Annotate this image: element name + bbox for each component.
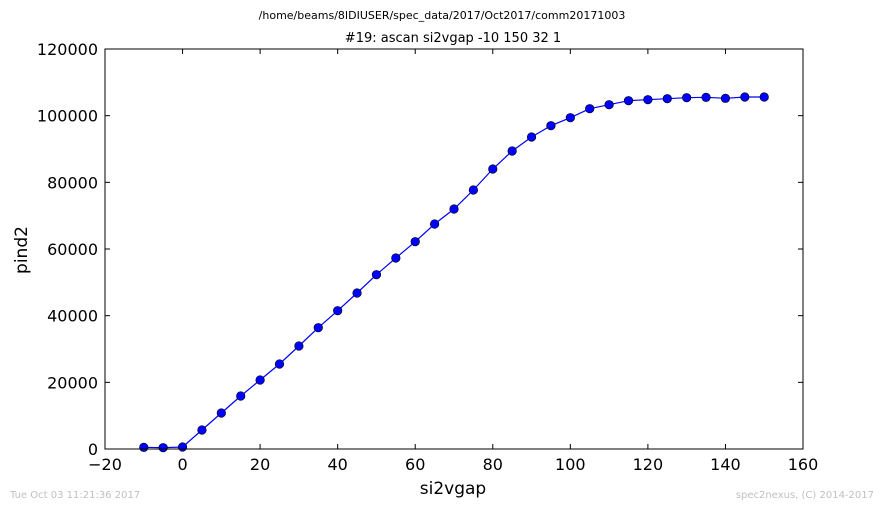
y-axis: 0 20000 40000 60000 80000 100000 120000 — [37, 40, 803, 459]
chart-title: #19: ascan si2vgap -10 150 32 1 — [345, 31, 561, 46]
data-point — [623, 96, 634, 106]
file-path-text: /home/beams/8IDIUSER/spec_data/2017/Oct2… — [259, 9, 626, 22]
data-point — [430, 219, 440, 229]
data-point — [740, 92, 750, 102]
x-tick-label: 60 — [405, 455, 425, 474]
series-layer — [139, 92, 769, 453]
y-tick-label: 20000 — [47, 373, 98, 392]
data-point — [177, 442, 188, 452]
data-point — [507, 146, 517, 156]
x-tick-label: 100 — [555, 455, 586, 474]
data-point — [546, 121, 556, 131]
data-point — [720, 93, 731, 103]
data-point — [682, 93, 692, 103]
timestamp-text: Tue Oct 03 11:21:36 2017 — [9, 490, 140, 501]
data-point — [216, 408, 226, 418]
data-point — [526, 132, 537, 142]
data-point — [410, 237, 420, 247]
y-tick-label: 120000 — [37, 40, 98, 59]
data-point — [313, 323, 323, 333]
data-point — [468, 185, 478, 195]
y-tick-label: 60000 — [47, 240, 98, 259]
data-point — [352, 288, 362, 298]
x-tick-label: 120 — [633, 455, 664, 474]
data-point — [759, 92, 769, 102]
data-point — [139, 442, 149, 452]
data-point — [255, 375, 265, 385]
y-tick-label: 100000 — [37, 107, 98, 126]
x-tick-label: 40 — [327, 455, 347, 474]
plot-area — [105, 49, 803, 449]
data-point — [585, 104, 595, 114]
data-point — [391, 253, 401, 263]
x-axis: −20 0 20 40 60 80 100 120 140 160 — [88, 49, 818, 474]
credit-text: spec2nexus, (C) 2014-2017 — [736, 490, 874, 501]
y-tick-label: 80000 — [47, 173, 98, 192]
data-point — [488, 164, 498, 174]
y-tick-label: 40000 — [47, 307, 98, 326]
x-axis-label: si2vgap — [420, 479, 486, 499]
data-point — [604, 100, 614, 110]
x-tick-label: −20 — [88, 455, 122, 474]
data-point — [236, 391, 246, 401]
x-tick-label: 160 — [788, 455, 819, 474]
data-point — [565, 113, 575, 123]
data-point — [643, 95, 653, 105]
x-tick-label: 80 — [483, 455, 503, 474]
y-axis-label: pind2 — [12, 226, 32, 274]
y-tick-label: 0 — [88, 440, 98, 459]
plot-frame — [104, 48, 804, 450]
data-point — [371, 270, 382, 280]
data-point — [294, 341, 304, 351]
data-point — [701, 92, 711, 102]
data-point — [197, 425, 207, 435]
data-point — [662, 94, 672, 104]
data-point — [274, 359, 285, 369]
x-tick-label: 20 — [250, 455, 270, 474]
data-point — [158, 443, 168, 453]
x-tick-label: 0 — [177, 455, 187, 474]
data-point — [333, 306, 343, 316]
x-tick-label: 140 — [710, 455, 741, 474]
data-point — [449, 204, 459, 214]
